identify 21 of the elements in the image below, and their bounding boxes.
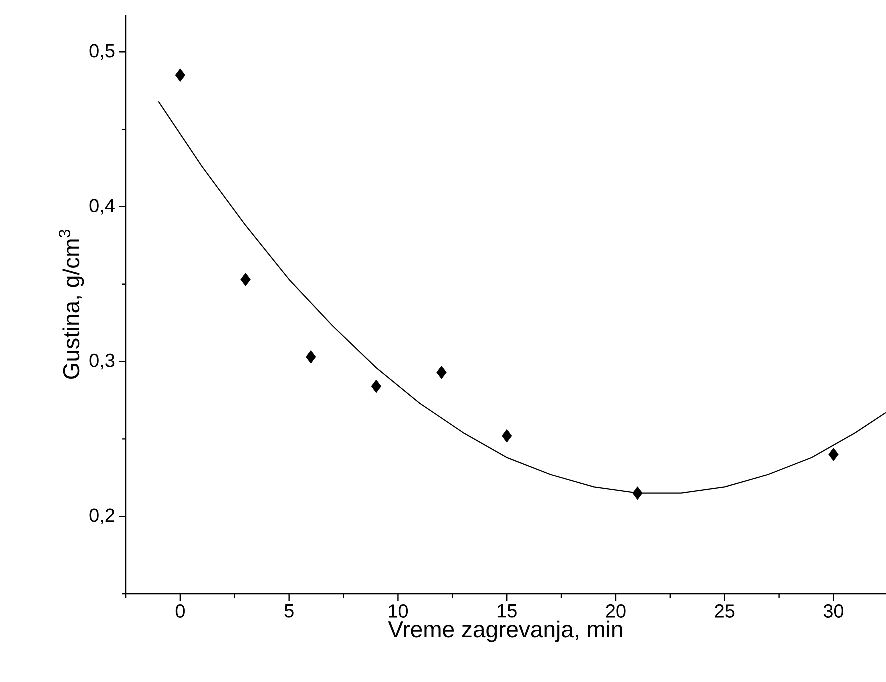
x-tick-label: 30: [824, 604, 844, 618]
point: [175, 68, 186, 82]
x-axis-title: Vreme zagrevanja, min: [388, 620, 622, 642]
point: [436, 366, 447, 380]
y-tick-label: 0,3: [90, 354, 115, 370]
point: [371, 380, 382, 394]
y-tick-label: 0,2: [90, 508, 115, 524]
point: [240, 273, 251, 286]
x-tick-label: 0: [176, 604, 185, 618]
point: [632, 486, 643, 500]
y-tick-label: 0,5: [90, 44, 115, 60]
point: [306, 350, 316, 364]
x-tick-label: 20: [606, 604, 626, 618]
x-tick-label: 25: [715, 604, 735, 618]
point: [828, 448, 839, 462]
y-axis-title: Gustina, g/cm$^{3}$: [59, 230, 84, 379]
point: [502, 429, 512, 443]
x-tick-label: 10: [389, 604, 408, 618]
y-tick-label: 0,4: [90, 199, 115, 215]
x-tick-label: 5: [284, 604, 294, 618]
x-tick-label: 15: [498, 604, 517, 618]
